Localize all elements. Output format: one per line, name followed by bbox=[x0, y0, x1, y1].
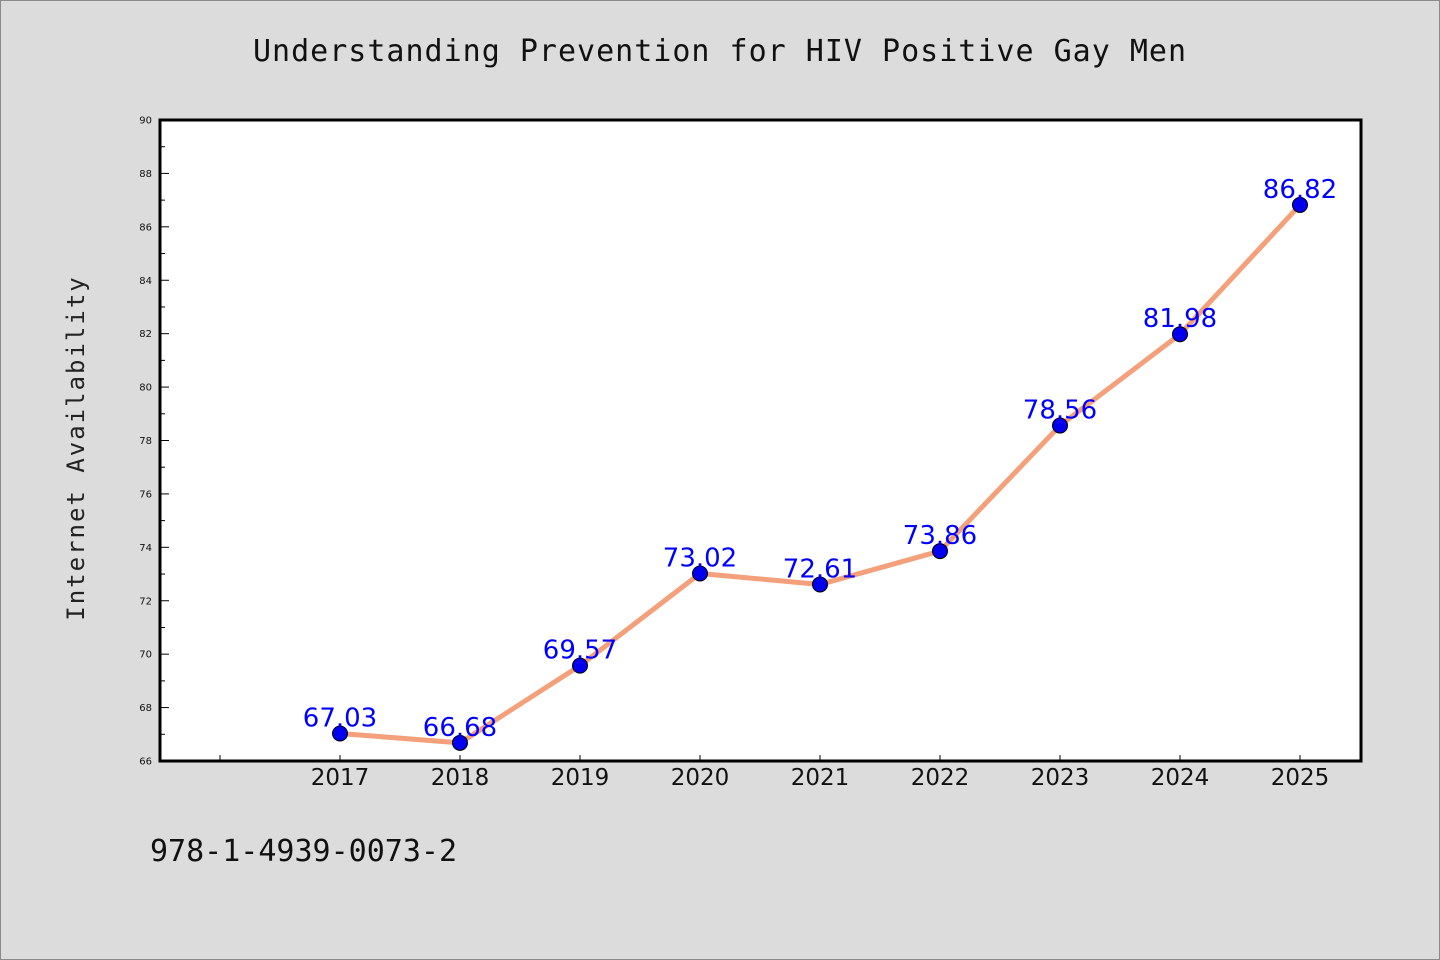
y-tick-label: 88 bbox=[139, 169, 152, 180]
data-point bbox=[932, 543, 948, 560]
data-label: 78.56 bbox=[1023, 396, 1097, 426]
data-label: 69.57 bbox=[543, 636, 617, 666]
x-tick-label: 2018 bbox=[431, 765, 490, 791]
x-tick-label: 2020 bbox=[671, 765, 730, 791]
data-label: 73.86 bbox=[903, 521, 977, 551]
y-tick-label: 90 bbox=[139, 116, 152, 127]
y-tick-label: 68 bbox=[139, 703, 152, 714]
x-tick-label: 2023 bbox=[1031, 765, 1090, 791]
plot-area bbox=[160, 120, 1361, 761]
data-label: 67.03 bbox=[303, 703, 377, 733]
data-point bbox=[1052, 417, 1068, 434]
data-point bbox=[572, 657, 588, 674]
x-tick-label: 2019 bbox=[551, 765, 610, 791]
data-point bbox=[1172, 326, 1188, 343]
y-tick-label: 74 bbox=[139, 543, 152, 554]
x-tick-label: 2017 bbox=[311, 765, 370, 791]
data-label: 72.61 bbox=[783, 554, 857, 584]
y-tick-label: 84 bbox=[139, 276, 152, 287]
plot-border bbox=[158, 118, 1363, 763]
x-axis-ticks: 2017 2018 2019 2020 2021 2022 2023 2024 2025 bbox=[219, 755, 1330, 791]
data-label-layer: 67.03 66.68 69.57 73.02 72.61 73.86 78.56 81.98… bbox=[303, 175, 1337, 743]
footer-code: 978-1-4939-0073-2 bbox=[150, 834, 458, 869]
data-point bbox=[452, 734, 468, 751]
chart-title: Understanding Prevention for HIV Positiv… bbox=[252, 34, 1187, 69]
y-tick-label: 78 bbox=[139, 436, 152, 447]
series-layer bbox=[332, 196, 1308, 751]
data-label: 73.02 bbox=[663, 544, 737, 574]
x-tick-label: 2024 bbox=[1151, 765, 1210, 791]
data-label: 66.68 bbox=[423, 713, 497, 743]
y-tick-label: 76 bbox=[139, 489, 152, 500]
data-label: 81.98 bbox=[1143, 304, 1217, 334]
y-tick-label: 72 bbox=[139, 596, 152, 607]
y-tick-label: 80 bbox=[139, 383, 152, 394]
data-label: 86.82 bbox=[1263, 175, 1337, 205]
x-tick-label: 2021 bbox=[791, 765, 850, 791]
y-tick-label: 70 bbox=[139, 650, 152, 661]
data-point bbox=[332, 725, 348, 742]
x-tick-label: 2025 bbox=[1271, 765, 1330, 791]
y-tick-label: 82 bbox=[139, 329, 152, 340]
x-tick-label: 2022 bbox=[911, 765, 970, 791]
data-point bbox=[812, 576, 828, 593]
data-point bbox=[692, 565, 708, 582]
data-point bbox=[1292, 196, 1308, 213]
y-tick-label: 66 bbox=[139, 757, 152, 768]
y-tick-label: 86 bbox=[139, 222, 152, 233]
